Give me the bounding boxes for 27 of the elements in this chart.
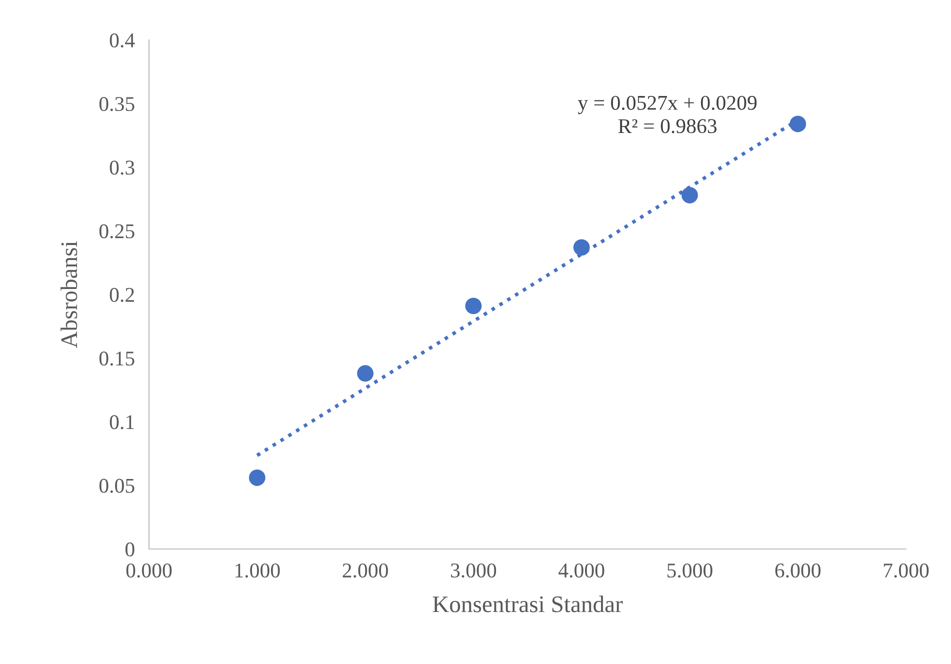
x-tick-label: 2.000 — [342, 563, 388, 578]
y-tick-label: 0.25 — [99, 224, 134, 238]
y-tick-label: 0.3 — [110, 160, 134, 175]
y-tick-label: 0.4 — [110, 33, 135, 48]
y-tick-label: 0.1 — [110, 415, 134, 430]
point — [681, 187, 698, 204]
point — [573, 239, 590, 256]
point — [248, 470, 266, 486]
x-tick-label: 6.000 — [775, 563, 820, 578]
y-tick-label: 0.15 — [99, 352, 134, 366]
point — [790, 116, 806, 132]
y-tick-label: 0 — [125, 542, 134, 556]
x-tick-label: 4.000 — [558, 563, 604, 578]
y-axis-title: Absrobansi — [60, 241, 78, 348]
x-tick-label: 3.000 — [450, 563, 496, 578]
x-tick-label: 1.000 — [236, 563, 280, 578]
y-tick-label: 0.2 — [110, 288, 134, 302]
x-tick-label: 7.000 — [884, 563, 929, 578]
annotation: R² = 0.9863 — [618, 119, 717, 134]
y-tick-label: 0.35 — [99, 97, 134, 112]
y-tick-label: 0.05 — [99, 478, 134, 493]
point — [465, 298, 482, 314]
x-tick-label: 0.000 — [126, 563, 172, 578]
x-axis-title: Konsentrasi Standar — [432, 596, 623, 612]
x-tick-label: 5.000 — [667, 563, 712, 578]
point — [357, 365, 374, 382]
annotation: y = 0.0527x + 0.0209 — [578, 96, 757, 114]
